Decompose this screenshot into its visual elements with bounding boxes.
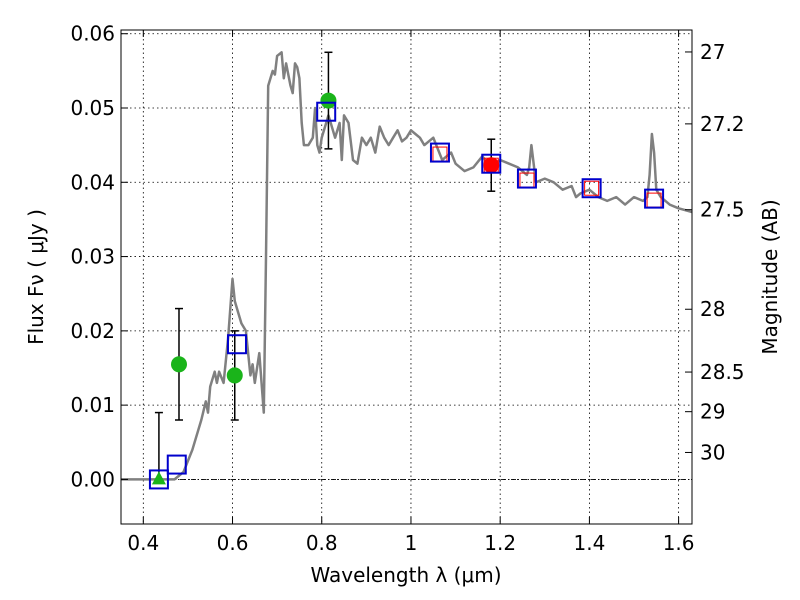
sed-model-layer — [121, 51, 693, 481]
mag-tick-label: 27 — [700, 40, 725, 64]
error-bars — [154, 51, 496, 481]
x-tick-label: 1.2 — [484, 531, 516, 555]
plot-frame — [120, 29, 693, 525]
sed-model-line — [121, 51, 693, 481]
blue-square-marker — [581, 178, 602, 199]
x-tick-label: 0.8 — [306, 531, 338, 555]
x-tick-label: 0.6 — [217, 531, 249, 555]
mag-tick-label: 29 — [700, 400, 725, 424]
x-tick-label: 0.4 — [127, 531, 159, 555]
blue-square-marker — [148, 469, 169, 490]
blue-square-marker — [316, 101, 337, 122]
mag-tick-label: 28 — [700, 297, 725, 321]
x-tick-label: 1.4 — [573, 531, 605, 555]
blue-square-marker — [516, 168, 537, 189]
ticks: 0.4 0.6 0.8 1 1.2 1.4 1.6 0.00 0.01 0.02 0.03 0.04 0… — [70, 22, 744, 555]
x-tick-label: 1 — [405, 531, 418, 555]
y-tick-label: 0.04 — [70, 170, 115, 194]
y-tick-label: 0.00 — [70, 467, 115, 491]
mag-tick-label: 30 — [700, 440, 725, 464]
x-axis-label: Wavelength λ (μm) — [310, 563, 501, 587]
mag-tick-label: 28.5 — [700, 360, 745, 384]
markers — [148, 92, 665, 490]
y-tick-label: 0.03 — [70, 245, 115, 269]
blue-square-marker — [644, 188, 665, 209]
green-triangle-point — [151, 471, 166, 485]
right-axis-label: Magnitude (AB) — [758, 199, 782, 354]
red-data-point — [483, 157, 500, 174]
green-data-point — [226, 367, 243, 384]
y-axis-label: Flux Fν ( μJy ) — [24, 209, 48, 345]
mag-tick-label: 27.2 — [700, 112, 745, 136]
blue-square-marker — [429, 142, 450, 163]
blue-square-marker — [481, 153, 502, 174]
y-tick-label: 0.02 — [70, 319, 115, 343]
blue-square-marker — [226, 334, 247, 355]
y-tick-label: 0.06 — [70, 22, 115, 46]
y-tick-label: 0.01 — [70, 393, 115, 417]
green-data-point — [170, 356, 187, 373]
grid — [121, 30, 692, 524]
green-data-point — [320, 92, 337, 109]
x-tick-label: 1.6 — [663, 531, 695, 555]
y-tick-label: 0.05 — [70, 96, 115, 120]
blue-square-marker — [166, 454, 187, 475]
mag-tick-label: 27.5 — [700, 198, 745, 222]
red-square-marker — [584, 180, 600, 196]
